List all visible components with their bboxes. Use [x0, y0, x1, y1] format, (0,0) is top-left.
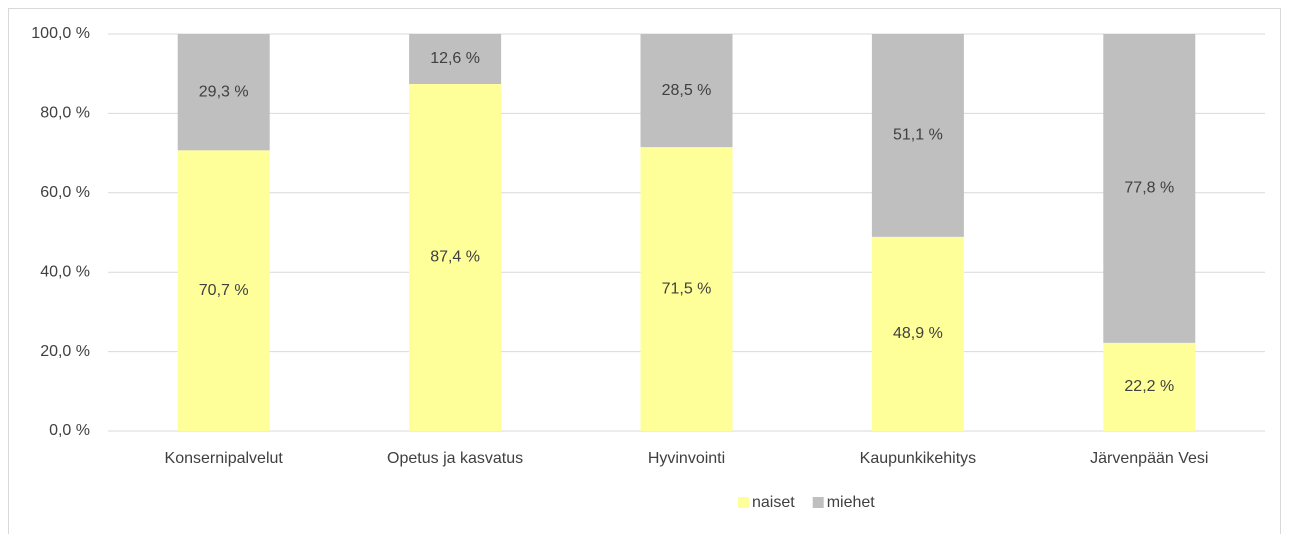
data-label: 29,3 %: [199, 83, 249, 100]
data-label: 48,9 %: [893, 325, 943, 342]
y-tick-label: 80,0 %: [40, 105, 90, 122]
y-tick-label: 60,0 %: [40, 184, 90, 201]
bar-segment: [871, 34, 964, 237]
data-label: 28,5 %: [662, 82, 712, 99]
bar-segment: [1103, 342, 1196, 431]
y-tick-label: 100,0 %: [31, 25, 90, 42]
bar-segment: [409, 34, 502, 85]
bar-segment: [640, 34, 733, 148]
bar-segment: [871, 236, 964, 431]
legend-swatch: [812, 497, 824, 508]
y-tick-label: 20,0 %: [40, 343, 90, 360]
legend-swatch: [738, 497, 749, 508]
bar-segment: [177, 150, 270, 432]
x-tick-label: Järvenpään Vesi: [1090, 450, 1208, 467]
x-tick-label: Konsernipalvelut: [165, 450, 284, 467]
data-label: 22,2 %: [1124, 378, 1174, 395]
data-label: 70,7 %: [199, 282, 249, 299]
x-tick-label: Kaupunkikehitys: [860, 450, 977, 467]
x-tick-label: Opetus ja kasvatus: [387, 450, 523, 467]
bar-segment: [1103, 34, 1196, 343]
y-tick-label: 0,0 %: [49, 422, 90, 439]
bar-segment: [640, 147, 733, 431]
data-label: 77,8 %: [1124, 180, 1174, 197]
legend-label: miehet: [827, 494, 876, 511]
y-tick-label: 40,0 %: [40, 263, 90, 280]
data-label: 12,6 %: [430, 50, 480, 67]
data-label: 87,4 %: [430, 249, 480, 266]
legend-label: naiset: [752, 494, 795, 511]
bar-segment: [177, 34, 270, 151]
bar-segment: [409, 84, 502, 431]
chart-border: [8, 8, 1281, 534]
x-tick-label: Hyvinvointi: [648, 450, 725, 467]
data-label: 51,1 %: [893, 127, 943, 144]
data-label: 71,5 %: [662, 280, 712, 297]
